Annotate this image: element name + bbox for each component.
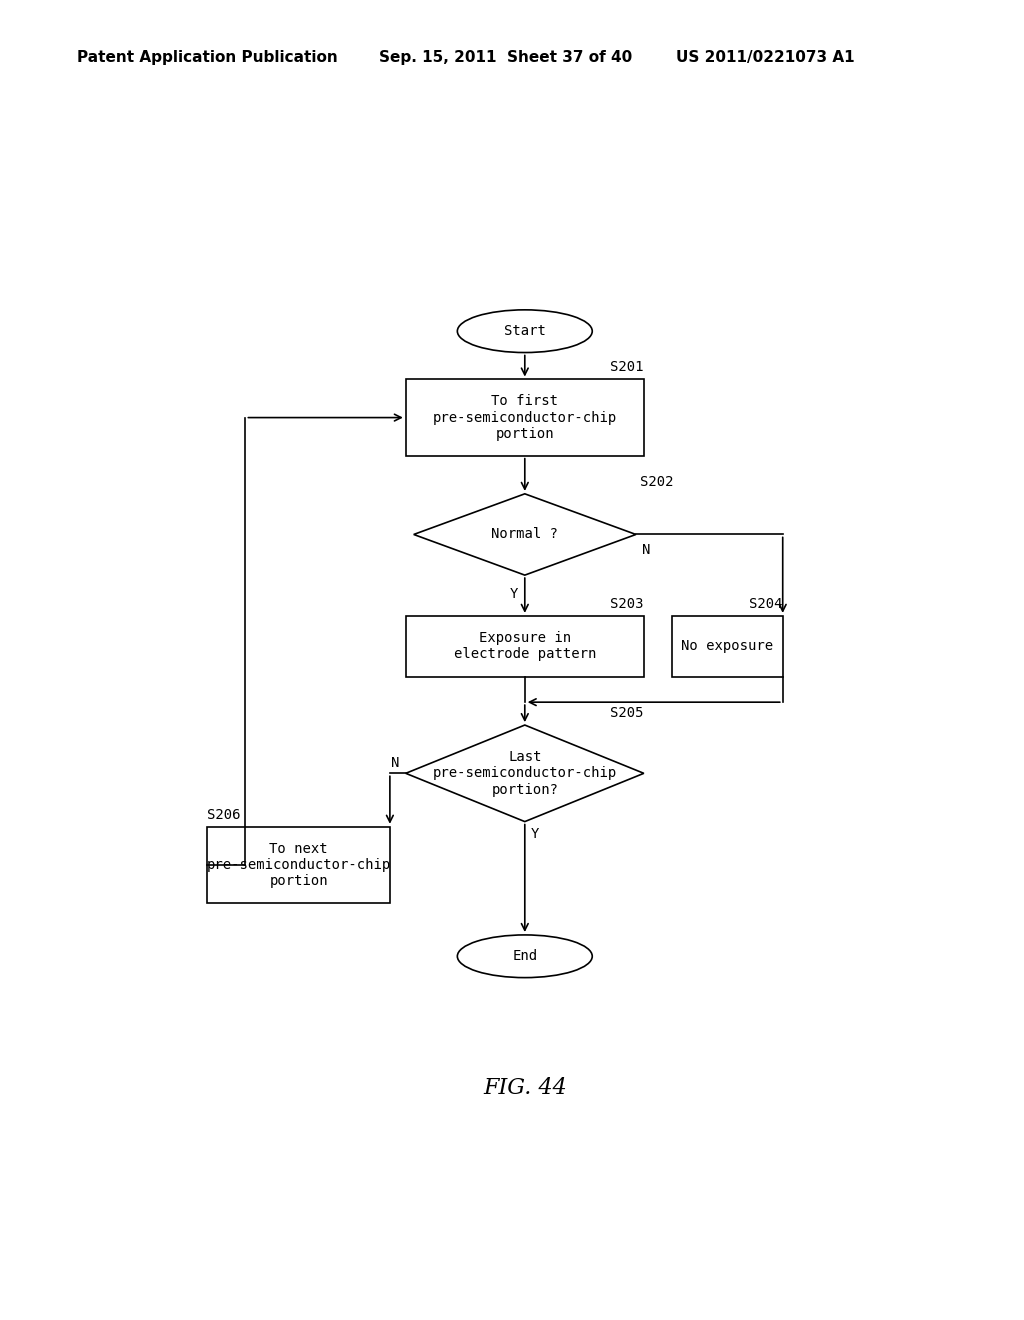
Bar [672, 615, 782, 677]
Text: S204: S204 [750, 597, 782, 611]
Text: Y: Y [510, 587, 518, 602]
Text: S201: S201 [610, 360, 644, 375]
Text: S206: S206 [207, 808, 241, 821]
Text: Y: Y [531, 826, 540, 841]
Text: FIG. 44: FIG. 44 [483, 1077, 566, 1100]
Bar [207, 826, 390, 903]
Text: S203: S203 [610, 597, 644, 611]
Bar [406, 615, 644, 677]
Text: Sep. 15, 2011  Sheet 37 of 40: Sep. 15, 2011 Sheet 37 of 40 [379, 50, 632, 65]
Text: N: N [391, 756, 399, 770]
Text: Patent Application Publication: Patent Application Publication [77, 50, 338, 65]
Text: To first
pre-semiconductor-chip
portion: To first pre-semiconductor-chip portion [433, 395, 616, 441]
Bar [406, 379, 644, 455]
Text: End: End [512, 949, 538, 964]
Text: US 2011/0221073 A1: US 2011/0221073 A1 [676, 50, 854, 65]
Text: Start: Start [504, 325, 546, 338]
Text: Last
pre-semiconductor-chip
portion?: Last pre-semiconductor-chip portion? [433, 750, 616, 796]
Text: S202: S202 [640, 475, 674, 488]
Text: Normal ?: Normal ? [492, 528, 558, 541]
Text: To next
pre-semiconductor-chip
portion: To next pre-semiconductor-chip portion [207, 842, 391, 888]
Text: Exposure in
electrode pattern: Exposure in electrode pattern [454, 631, 596, 661]
Text: No exposure: No exposure [681, 639, 773, 653]
Text: S205: S205 [610, 706, 644, 719]
Text: N: N [642, 543, 650, 557]
